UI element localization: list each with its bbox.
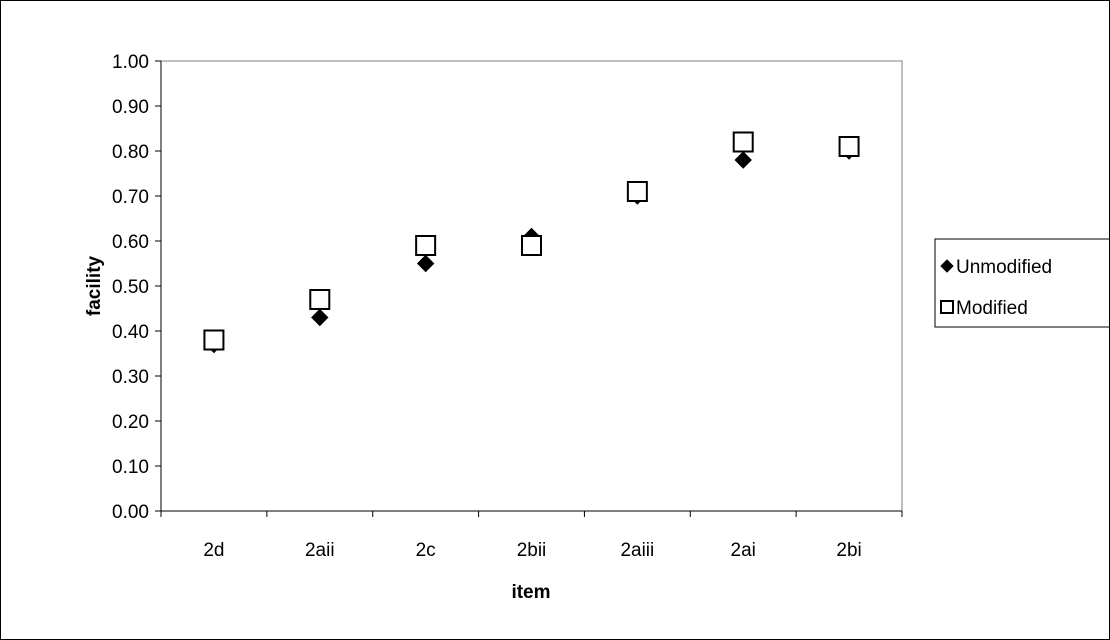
unmodified-point xyxy=(311,308,329,327)
x-axis-tick-labels: 2d 2aii 2c 2bii 2aiii 2ai 2bi xyxy=(203,540,861,561)
y-axis-title: facility xyxy=(84,255,105,316)
y-tick-label: 0.50 xyxy=(112,277,149,298)
x-tick-label: 2bi xyxy=(836,540,861,561)
y-tick-label: 0.20 xyxy=(112,412,149,433)
x-tick-label: 2ai xyxy=(731,540,756,561)
unmodified-point xyxy=(734,151,752,169)
modified-point xyxy=(626,181,648,202)
x-tick-label: 2aii xyxy=(305,540,335,561)
y-tick-label: 0.40 xyxy=(112,322,149,343)
modified-point xyxy=(203,329,225,351)
y-tick-label: 0.60 xyxy=(112,232,149,253)
y-tick-label: 0.70 xyxy=(112,187,149,208)
plot-area xyxy=(160,60,903,512)
y-tick-label: 0.10 xyxy=(112,457,149,478)
legend-marker-modified xyxy=(940,300,954,314)
legend-box xyxy=(934,238,1109,328)
legend-label-modified: Modified xyxy=(956,298,1028,319)
y-tick-label: 0.00 xyxy=(112,502,149,523)
y-tick-label: 0.30 xyxy=(112,367,149,388)
modified-point xyxy=(732,131,754,153)
x-tick-label: 2c xyxy=(416,540,436,561)
unmodified-point xyxy=(416,254,435,273)
legend: Unmodified Modified xyxy=(934,238,1109,328)
y-tick-label: 0.80 xyxy=(112,142,149,163)
axis-ticks xyxy=(155,60,903,517)
series-markers xyxy=(203,131,860,354)
legend-marker-unmodified xyxy=(940,259,954,273)
legend-label-unmodified: Unmodified xyxy=(956,257,1052,278)
y-axis-tick-labels: 0.00 0.10 0.20 0.30 0.40 0.50 0.60 0.70 0.80 0.90… xyxy=(112,52,149,523)
modified-point xyxy=(415,235,437,256)
modified-point xyxy=(838,136,860,157)
modified-point xyxy=(521,235,542,256)
modified-point xyxy=(309,289,331,310)
y-tick-label: 1.00 xyxy=(112,52,149,73)
x-axis-title: item xyxy=(511,582,550,603)
x-tick-label: 2aiii xyxy=(620,540,654,561)
x-tick-label: 2bii xyxy=(517,540,547,561)
y-tick-label: 0.90 xyxy=(112,97,149,118)
x-tick-label: 2d xyxy=(203,540,224,561)
legend-items: Unmodified Modified xyxy=(940,257,1052,319)
